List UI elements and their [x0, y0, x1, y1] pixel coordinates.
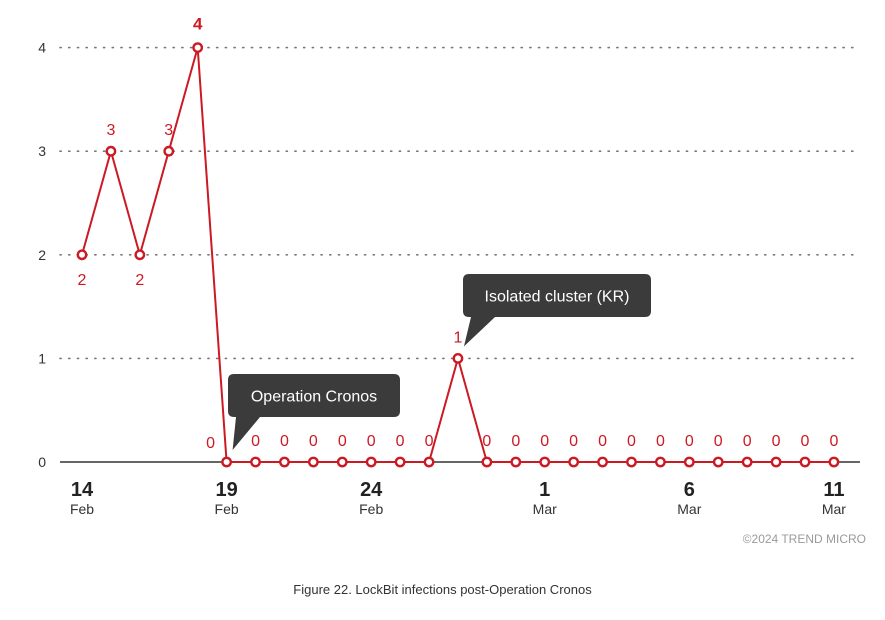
data-point	[568, 456, 580, 468]
data-label: 0	[714, 433, 723, 450]
x-tick-month: Mar	[822, 501, 846, 517]
x-tick-day: 19	[215, 479, 237, 501]
data-point	[799, 456, 811, 468]
data-point	[394, 456, 406, 468]
data-point	[828, 456, 840, 468]
data-label: 0	[540, 433, 549, 450]
x-tick-day: 6	[684, 479, 695, 501]
y-tick-label: 1	[38, 350, 46, 366]
data-label: 2	[78, 272, 87, 289]
x-tick-month: Mar	[677, 501, 701, 517]
data-label: 3	[106, 122, 115, 139]
data-point	[452, 352, 464, 364]
callout: Operation Cronos	[228, 374, 400, 450]
data-label: 0	[482, 433, 491, 450]
data-point	[279, 456, 290, 468]
data-label: 0	[598, 433, 607, 450]
callout-text: Isolated cluster (KR)	[485, 289, 630, 306]
data-point	[683, 456, 695, 468]
data-point	[626, 456, 637, 468]
data-label: 0	[627, 433, 636, 450]
data-label: 0	[569, 433, 578, 450]
data-label: 0	[425, 433, 434, 450]
y-tick-label: 4	[38, 40, 46, 56]
data-point	[597, 456, 608, 468]
data-point	[221, 456, 233, 468]
data-label: 3	[164, 122, 173, 139]
x-tick-month: Feb	[215, 501, 239, 517]
data-label: 0	[251, 433, 260, 450]
data-point	[336, 456, 348, 468]
y-tick-label: 2	[38, 247, 46, 263]
data-label: 0	[338, 433, 347, 450]
data-label: 4	[193, 15, 203, 34]
x-tick-day: 24	[360, 479, 383, 501]
data-label: 1	[454, 329, 463, 346]
data-label: 0	[396, 433, 405, 450]
data-point	[307, 456, 319, 468]
x-tick-day: 14	[71, 479, 94, 501]
x-tick-day: 11	[823, 479, 844, 501]
data-point	[134, 249, 146, 261]
data-point	[770, 456, 782, 468]
data-label: 0	[367, 433, 376, 450]
data-point	[192, 42, 204, 53]
data-point	[163, 145, 175, 157]
data-point	[712, 456, 724, 468]
data-point	[741, 456, 753, 468]
callout-box	[463, 274, 651, 347]
x-tick-month: Feb	[70, 501, 94, 517]
data-point	[539, 456, 551, 468]
data-point	[510, 456, 522, 468]
x-tick-month: Mar	[533, 501, 557, 517]
copyright-notice: ©2024 TREND MICRO	[742, 532, 866, 546]
figure-caption: Figure 22. LockBit infections post-Opera…	[293, 582, 592, 597]
data-point	[365, 456, 377, 468]
callout-box	[228, 374, 400, 450]
y-tick-label: 3	[38, 143, 46, 159]
data-point	[76, 249, 88, 261]
data-label: 0	[309, 433, 318, 450]
data-label: 2	[135, 272, 144, 289]
data-label: 0	[685, 433, 694, 450]
data-label: 0	[280, 433, 289, 450]
x-tick-day: 1	[539, 479, 550, 501]
callout: Isolated cluster (KR)	[463, 274, 651, 347]
y-tick-label: 0	[38, 454, 46, 470]
data-point	[423, 456, 435, 468]
data-label: 0	[772, 433, 781, 450]
data-label: 0	[829, 433, 838, 450]
data-label: 0	[511, 433, 520, 450]
data-point	[481, 456, 493, 468]
data-point	[250, 456, 261, 468]
data-label: 0	[656, 433, 665, 450]
data-label: 0	[206, 435, 215, 452]
data-label: 0	[743, 433, 752, 450]
x-tick-month: Feb	[359, 501, 383, 517]
callout-text: Operation Cronos	[251, 389, 377, 406]
data-point	[655, 456, 666, 468]
data-label: 0	[801, 433, 810, 450]
data-point	[105, 145, 117, 157]
